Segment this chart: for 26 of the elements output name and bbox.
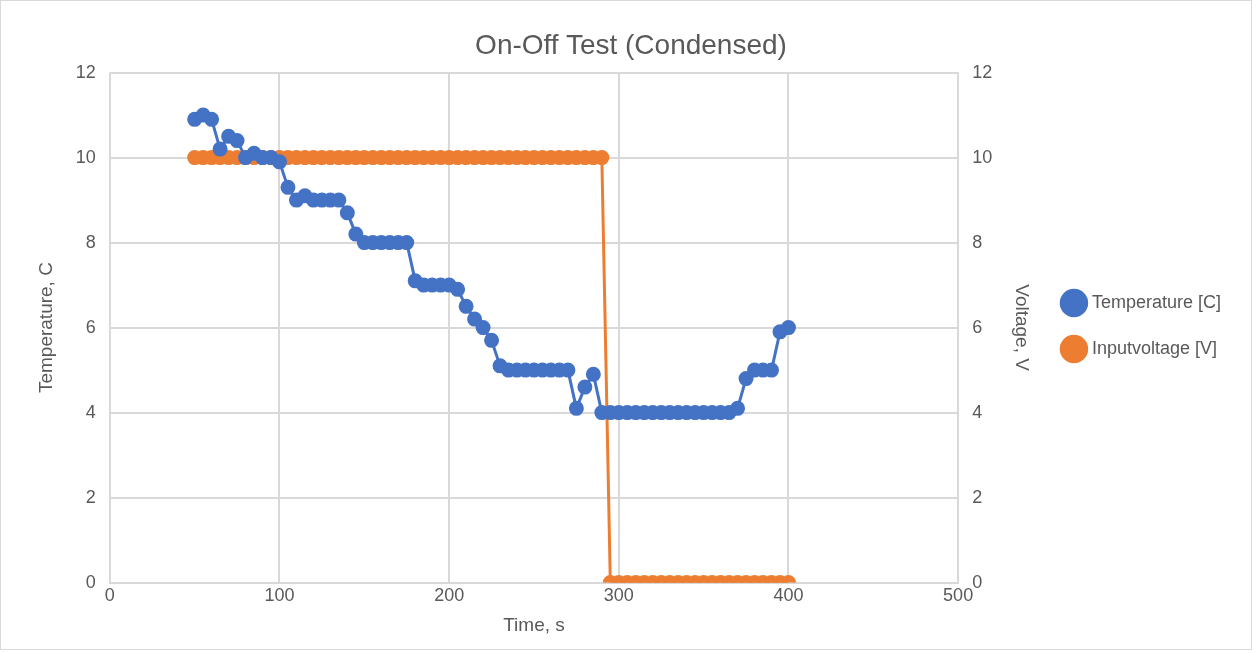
y2-tick-label: 10	[972, 146, 993, 167]
x-tick-label: 100	[264, 585, 295, 606]
x-tick-label: 300	[603, 585, 634, 606]
chart-title: On-Off Test (Condensed)	[475, 28, 787, 60]
x-axis-title: Time, s	[503, 613, 565, 635]
y2-tick-label: 12	[972, 61, 993, 82]
y-tick-label: 4	[85, 401, 96, 422]
y-tick-label: 2	[85, 486, 96, 507]
x-tick-label: 0	[104, 585, 115, 606]
y-tick-label: 6	[85, 316, 96, 337]
y2-tick-label: 6	[972, 316, 983, 337]
y-axis-title: Temperature, C	[34, 262, 56, 394]
x-tick-label: 400	[773, 585, 804, 606]
legend-label: Temperature [C]	[1091, 291, 1222, 312]
y2-tick-label: 4	[972, 401, 983, 422]
y-tick-label: 8	[85, 231, 96, 252]
x-tick-label: 200	[434, 585, 465, 606]
y-tick-label: 0	[85, 571, 96, 592]
legend-label: Inputvoltage [V]	[1091, 337, 1218, 358]
y-tick-label: 10	[75, 146, 96, 167]
y2-tick-label: 8	[972, 231, 983, 252]
y-tick-label: 12	[75, 61, 96, 82]
y2-axis-title: Voltage, V	[1012, 284, 1034, 372]
y2-tick-label: 2	[972, 486, 983, 507]
x-tick-label: 500	[943, 585, 974, 606]
y2-tick-label: 0	[972, 571, 983, 592]
